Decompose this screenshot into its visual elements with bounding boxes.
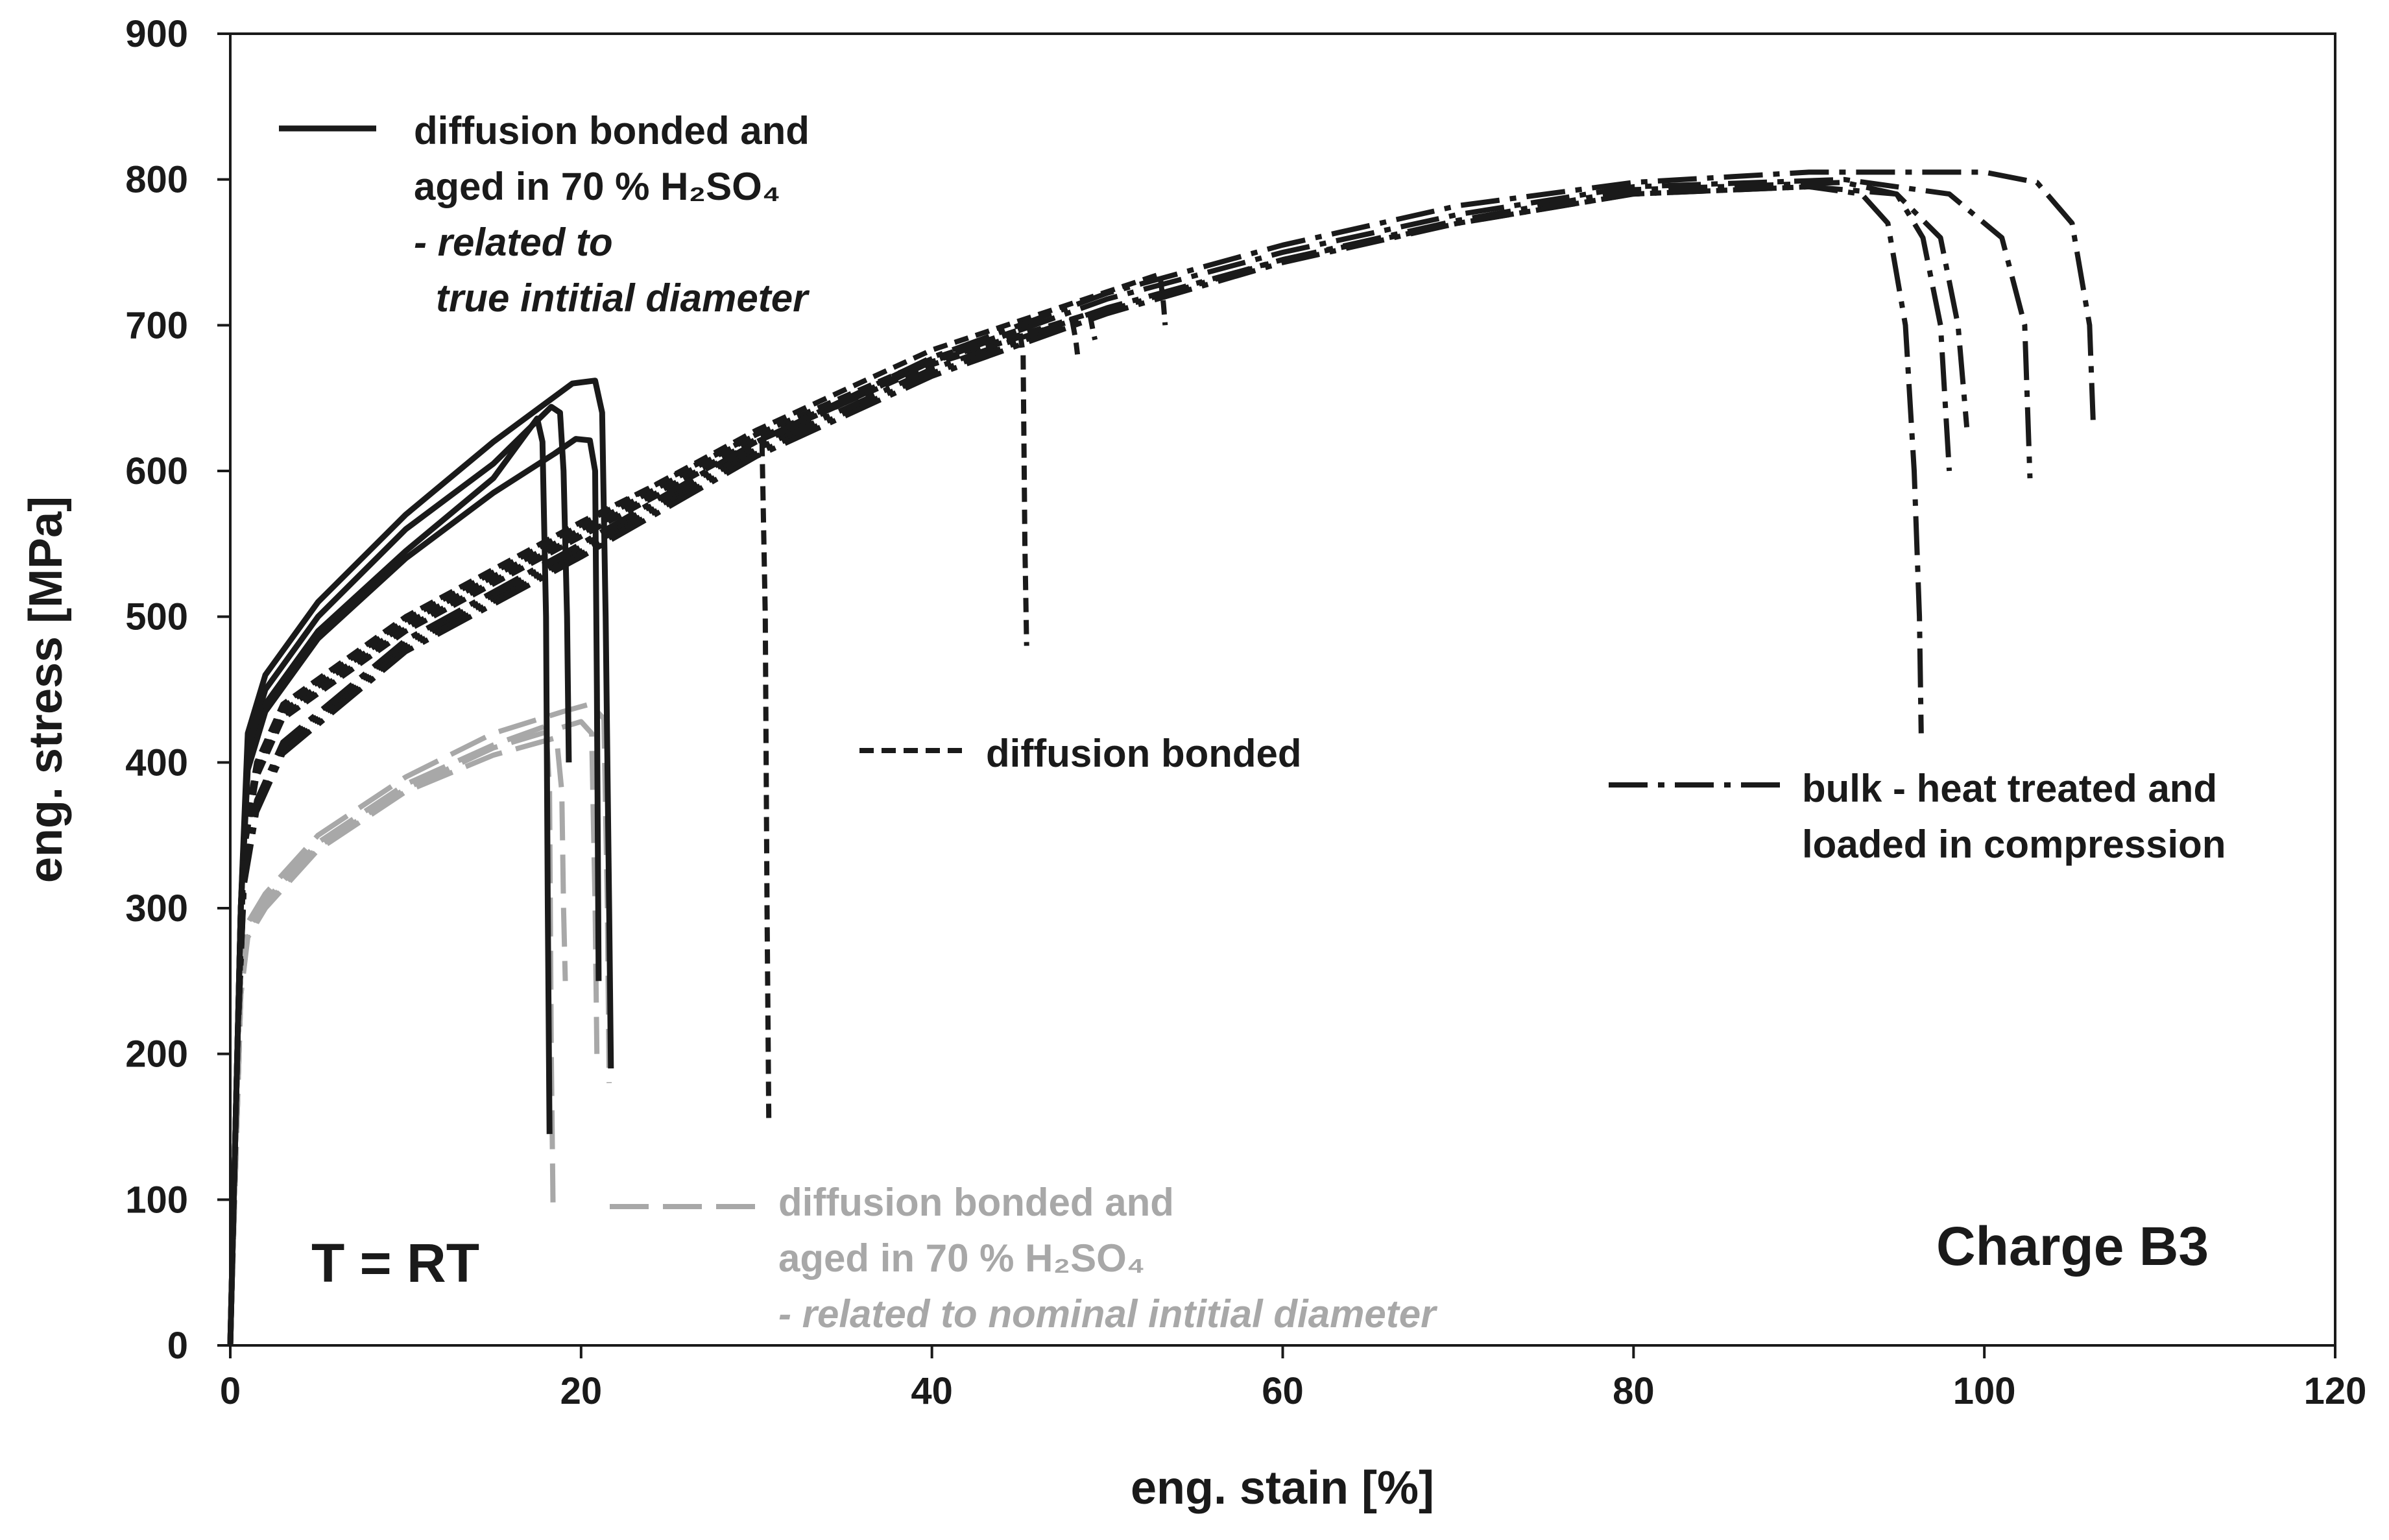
- legend-label: loaded in compression: [1802, 823, 2226, 866]
- y-tick-label: 800: [125, 159, 188, 201]
- x-tick-label: 80: [1613, 1370, 1655, 1412]
- legend-layer: diffusion bonded and aged in 70 % H₂SO₄ - …: [279, 109, 2226, 1336]
- y-tick-label: 400: [125, 741, 188, 784]
- y-tick-label: 900: [125, 13, 188, 55]
- legend-label: aged in 70 % H₂SO₄: [414, 165, 780, 208]
- axes-layer: 0 20 40 60 80 100 120 0 100 200 300 400 500 600 700 800…: [125, 13, 2366, 1412]
- legend-label: diffusion bonded and: [414, 109, 810, 152]
- legend-label: - related to nominal intitial diameter: [778, 1292, 1438, 1336]
- legend-label: aged in 70 % H₂SO₄: [778, 1236, 1145, 1280]
- y-axis-title: eng. stress [MPa]: [20, 496, 72, 883]
- x-tick-label: 100: [1953, 1370, 2016, 1412]
- x-axis-title: eng. stain [%]: [1131, 1462, 1434, 1514]
- y-tick-label: 500: [125, 596, 188, 638]
- series-line-bulk-16: [228, 184, 1970, 1346]
- series-line-aged-true-8: [227, 436, 602, 1346]
- legend-label: true intitial diameter: [436, 276, 810, 320]
- y-tick-label: 100: [125, 1179, 188, 1221]
- x-tick-label: 40: [911, 1370, 953, 1412]
- legend-entry-aged-true: diffusion bonded and aged in 70 % H₂SO₄ - …: [279, 109, 810, 320]
- x-tick-label: 60: [1262, 1370, 1304, 1412]
- y-tick-label: 300: [125, 887, 188, 930]
- y-tick-label: 0: [167, 1325, 188, 1367]
- x-tick-label: 20: [560, 1370, 603, 1412]
- legend-label: - related to: [414, 221, 613, 264]
- temperature-annotation: T = RT: [311, 1233, 479, 1293]
- legend-entry-aged-nominal: diffusion bonded and aged in 70 % H₂SO₄ - …: [610, 1181, 1438, 1336]
- curves-layer: [227, 169, 2096, 1346]
- y-tick-label: 600: [125, 450, 188, 492]
- y-tick-label: 200: [125, 1033, 188, 1076]
- x-tick-label: 0: [220, 1370, 241, 1412]
- legend-label: diffusion bonded and: [778, 1181, 1174, 1224]
- legend-entry-bulk: bulk - heat treated and loaded in compres…: [1609, 767, 2226, 866]
- legend-label: bulk - heat treated and: [1802, 767, 2217, 810]
- legend-entry-diffusion-bonded: diffusion bonded: [859, 732, 1302, 775]
- y-tick-label: 700: [125, 304, 188, 346]
- legend-label: diffusion bonded: [986, 732, 1302, 775]
- series-line-bulk-18: [228, 169, 2096, 1346]
- charge-annotation: Charge B3: [1936, 1216, 2209, 1277]
- x-tick-label: 120: [2304, 1370, 2367, 1412]
